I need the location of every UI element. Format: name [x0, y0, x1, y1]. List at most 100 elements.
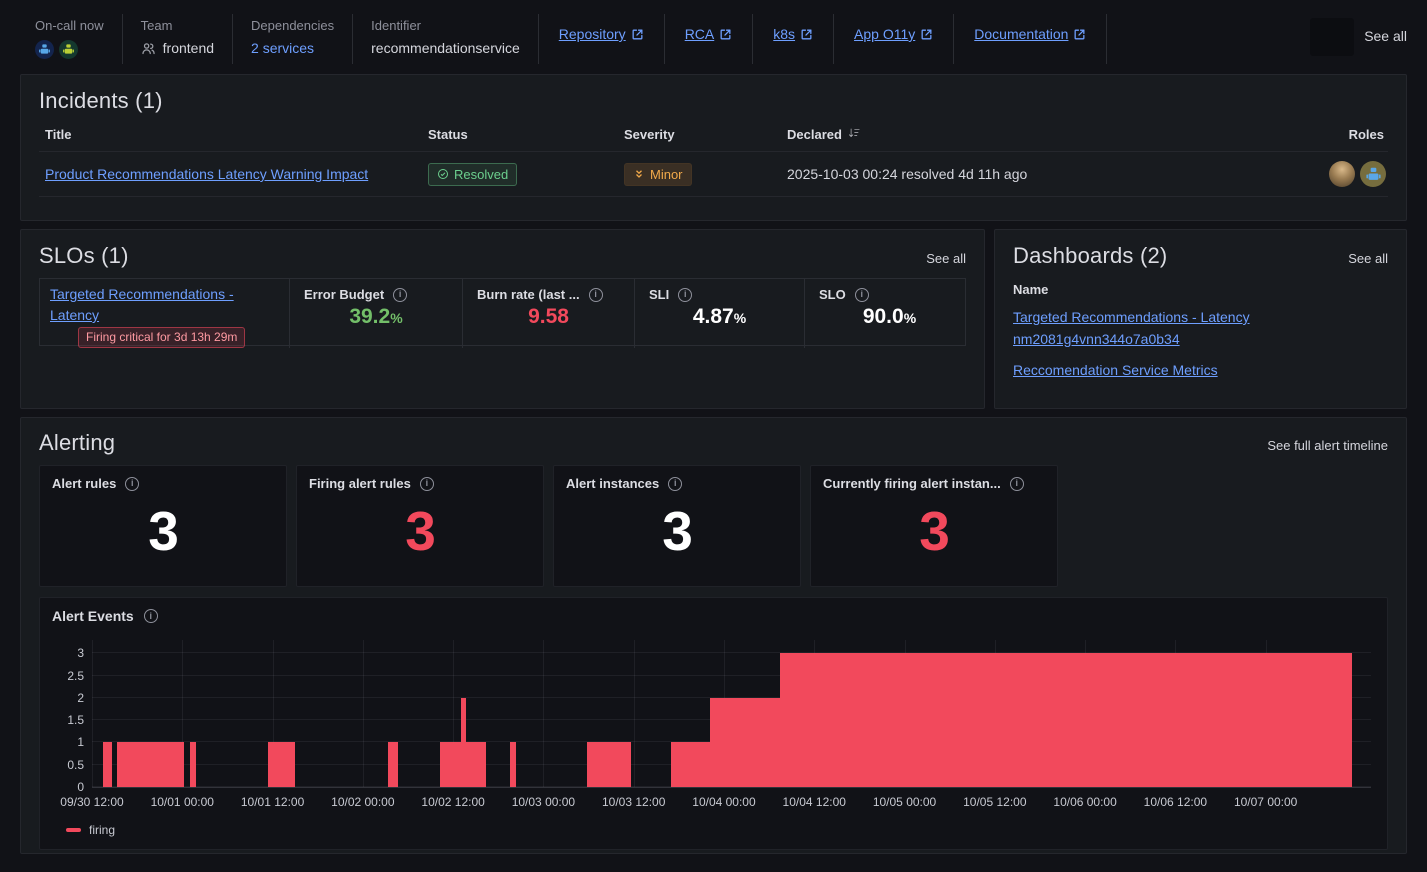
x-axis-tick: 10/02 12:00 [421, 795, 484, 809]
slo-sli-cell: SLI 4.87% [634, 279, 804, 348]
incident-roles [1298, 161, 1388, 187]
x-axis-tick: 10/02 00:00 [331, 795, 394, 809]
alert-events-title: Alert Events [52, 608, 134, 624]
sort-descending-icon[interactable] [847, 126, 861, 143]
firing-bar-segment [103, 742, 113, 787]
firing-bar-segment [440, 742, 461, 787]
robot-avatar-icon [38, 43, 51, 56]
middle-row: SLOs (1) See all Targeted Recommendation… [20, 229, 1407, 409]
info-icon[interactable] [420, 477, 434, 491]
app-o11y-link[interactable]: App O11y [854, 26, 933, 42]
gridline-v [92, 640, 93, 787]
info-icon[interactable] [144, 609, 158, 623]
alert-events-plot: 00.511.522.53 [92, 640, 1371, 788]
y-axis-tick: 1 [52, 735, 84, 749]
stat-value: 3 [309, 504, 531, 559]
repository-link[interactable]: Repository [559, 26, 644, 42]
role-avatar-human[interactable] [1329, 161, 1355, 187]
firing-bar-segment [117, 742, 184, 787]
incidents-table-header: Title Status Severity Declared Roles [39, 118, 1388, 152]
firing-bar-segment [268, 742, 295, 787]
alerting-panel: Alerting See full alert timeline Alert r… [20, 417, 1407, 854]
oncall-label: On-call now [35, 18, 104, 33]
firing-bar-segment [710, 698, 781, 787]
x-axis-tick: 10/03 12:00 [602, 795, 665, 809]
identifier-field: Identifier recommendationservice [353, 14, 539, 64]
slos-panel: SLOs (1) See all Targeted Recommendation… [20, 229, 985, 409]
alert-timeline-link[interactable]: See full alert timeline [1267, 438, 1388, 453]
info-icon[interactable] [393, 288, 407, 302]
dashboards-see-all-link[interactable]: See all [1348, 251, 1388, 266]
dependencies-link[interactable]: 2 services [251, 40, 314, 56]
oncall-avatar-1[interactable] [35, 40, 54, 59]
x-axis-tick: 10/04 00:00 [692, 795, 755, 809]
stat-value: 3 [823, 504, 1045, 559]
y-axis-tick: 1.5 [52, 713, 84, 727]
column-severity: Severity [618, 127, 781, 142]
documentation-link-cell: Documentation [954, 14, 1107, 64]
alert-stats-row: Alert rules 3 Firing alert rules 3 Alert… [39, 465, 1388, 587]
x-axis-tick: 09/30 12:00 [60, 795, 123, 809]
x-axis-tick: 10/04 12:00 [783, 795, 846, 809]
check-circle-icon [437, 168, 449, 180]
topbar-tile[interactable] [1310, 18, 1354, 56]
x-axis-tick: 10/06 00:00 [1053, 795, 1116, 809]
incident-title-link[interactable]: Product Recommendations Latency Warning … [45, 166, 368, 182]
slo-firing-badge: Firing critical for 3d 13h 29m [78, 327, 245, 348]
x-axis-tick: 10/01 12:00 [241, 795, 304, 809]
info-icon[interactable] [668, 477, 682, 491]
rca-link[interactable]: RCA [685, 26, 733, 42]
info-icon[interactable] [855, 288, 869, 302]
column-title: Title [39, 127, 422, 142]
k8s-link-cell: k8s [753, 14, 834, 64]
legend-label-firing: firing [89, 823, 115, 837]
identifier-label: Identifier [371, 18, 520, 33]
info-icon[interactable] [678, 288, 692, 302]
dashboards-title: Dashboards (2) [1013, 243, 1167, 269]
external-link-icon [719, 28, 732, 41]
external-link-icon [1073, 28, 1086, 41]
service-overview-page: On-call now Team frontend Dependencies 2… [0, 0, 1427, 854]
slos-title: SLOs (1) [39, 243, 129, 269]
severity-badge: Minor [624, 163, 692, 186]
y-axis-tick: 2.5 [52, 669, 84, 683]
rca-link-cell: RCA [665, 14, 754, 64]
dashboard-link-1[interactable]: Targeted Recommendations - Latency nm208… [1013, 306, 1343, 350]
info-icon[interactable] [1010, 477, 1024, 491]
slo-row: Targeted Recommendations - Latency Firin… [39, 278, 966, 346]
robot-avatar-icon [1365, 166, 1382, 183]
legend-swatch-firing [66, 828, 81, 832]
x-axis-tick: 10/05 00:00 [873, 795, 936, 809]
column-declared[interactable]: Declared [781, 126, 1298, 143]
firing-bar-segment [587, 742, 631, 787]
robot-avatar-icon [62, 43, 75, 56]
info-icon[interactable] [589, 288, 603, 302]
x-axis-tick: 10/05 12:00 [963, 795, 1026, 809]
alert-events-legend[interactable]: firing [66, 823, 1375, 837]
stat-firing-alert-rules: Firing alert rules 3 [296, 465, 544, 587]
column-status: Status [422, 127, 618, 142]
k8s-link[interactable]: k8s [773, 26, 813, 42]
topbar-see-all-link[interactable]: See all [1364, 28, 1407, 44]
alert-events-panel: Alert Events 00.511.522.53 09/30 12:0010… [39, 597, 1388, 850]
slos-see-all-link[interactable]: See all [926, 251, 966, 266]
incident-row: Product Recommendations Latency Warning … [39, 152, 1388, 197]
dependencies-field: Dependencies 2 services [233, 14, 353, 64]
topbar: On-call now Team frontend Dependencies 2… [20, 8, 1407, 74]
documentation-link[interactable]: Documentation [974, 26, 1086, 42]
info-icon[interactable] [125, 477, 139, 491]
dashboard-link-2[interactable]: Reccomendation Service Metrics [1013, 359, 1343, 381]
gridline-v [634, 640, 635, 787]
oncall-field: On-call now [20, 14, 123, 64]
oncall-avatars [35, 40, 104, 59]
stat-value: 3 [52, 504, 274, 559]
role-avatar-bot[interactable] [1360, 161, 1386, 187]
x-axis-tick: 10/01 00:00 [151, 795, 214, 809]
oncall-avatar-2[interactable] [59, 40, 78, 59]
column-roles: Roles [1298, 127, 1388, 142]
gridline-v [543, 640, 544, 787]
incident-declared: 2025-10-03 00:24 resolved 4d 11h ago [781, 166, 1298, 182]
slo-link[interactable]: Targeted Recommendations - Latency [50, 286, 234, 323]
status-badge: Resolved [428, 163, 517, 186]
y-axis-tick: 0.5 [52, 758, 84, 772]
